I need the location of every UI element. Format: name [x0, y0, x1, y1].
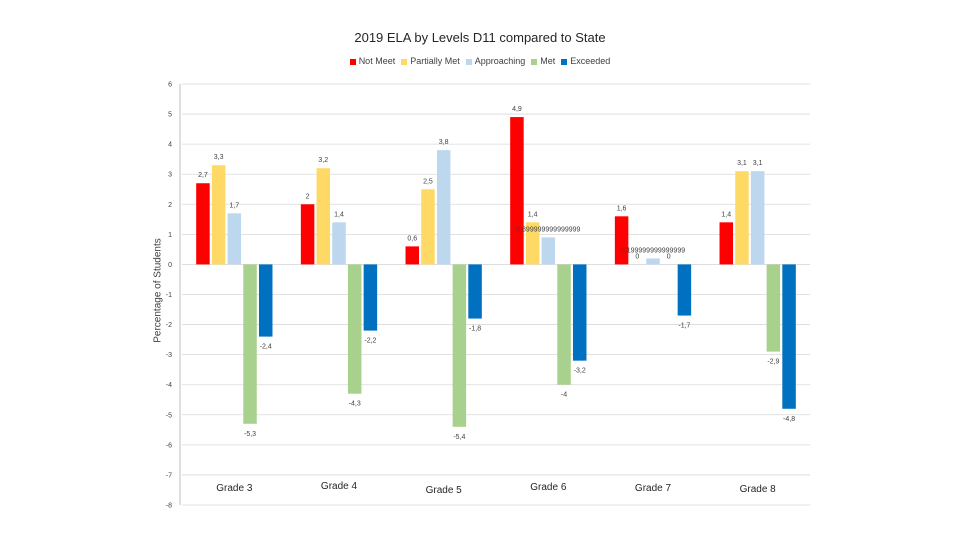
bar-not-meet — [405, 246, 420, 265]
y-tick-label: 1 — [168, 232, 172, 239]
bar-approaching — [227, 213, 242, 265]
y-tick-label: 6 — [168, 82, 172, 89]
data-label: 3,8 — [439, 139, 449, 146]
legend-label: Not Meet — [358, 56, 396, 66]
category-label: Grade 6 — [530, 482, 567, 493]
legend-label: Partially Met — [410, 56, 460, 66]
bar-not-meet — [300, 204, 315, 265]
data-label: 1,4 — [721, 211, 731, 218]
data-label: 0,899999999999999 — [516, 226, 580, 233]
y-tick-label: 5 — [168, 112, 172, 119]
y-tick-label: -8 — [166, 503, 172, 510]
y-tick-label: -3 — [166, 352, 172, 359]
bar-exceeded — [572, 264, 587, 361]
legend-label: Exceeded — [570, 56, 611, 66]
bar-partially-met — [211, 165, 226, 265]
bar-not-meet — [510, 117, 524, 265]
category-label: Grade 4 — [321, 481, 358, 492]
legend-item: Partially Met — [401, 56, 460, 66]
category-label: Grade 8 — [740, 484, 777, 495]
data-label: 2,5 — [423, 178, 433, 185]
y-tick-label: 2 — [168, 202, 172, 209]
legend-item: Approaching — [465, 56, 526, 66]
legend: Not Meet Partially Met Approaching Met Excee… — [0, 56, 960, 66]
data-label: 3,1 — [737, 160, 747, 167]
data-label: -5,3 — [244, 431, 256, 438]
bar-met — [557, 264, 571, 385]
category-label: Grade 5 — [426, 485, 463, 496]
data-label: 0,6 — [407, 235, 417, 242]
legend-swatch — [465, 58, 472, 65]
bar-exceeded — [363, 264, 378, 331]
data-label: 2 — [306, 193, 310, 200]
legend-item: Exceeded — [561, 56, 610, 66]
y-tick-label: -6 — [166, 442, 172, 449]
bar-exceeded — [258, 264, 273, 337]
bar-partially-met — [421, 189, 435, 265]
data-label: -2,4 — [260, 344, 272, 351]
data-label: 4,9 — [512, 106, 522, 113]
y-tick-label: 0 — [168, 262, 172, 269]
data-label: 0,199999999999999 — [621, 247, 685, 254]
legend-label: Approaching — [474, 56, 526, 66]
bar-exceeded — [782, 264, 796, 409]
data-label: 0 — [635, 253, 639, 260]
bar-met — [243, 264, 257, 424]
bar-approaching — [436, 150, 451, 265]
bar-partially-met — [316, 168, 331, 265]
data-label: -5,4 — [453, 434, 465, 441]
bar-met — [347, 264, 362, 394]
data-label: 3,3 — [214, 154, 224, 161]
data-label: -4 — [561, 392, 567, 399]
data-label: 1,6 — [617, 205, 627, 212]
legend-swatch — [401, 58, 408, 65]
data-label: -2,2 — [364, 338, 376, 345]
data-label: 1,4 — [528, 211, 538, 218]
legend-swatch — [531, 58, 538, 65]
data-label: -4,8 — [783, 416, 795, 423]
legend-item: Met — [531, 56, 555, 66]
category-label: Grade 7 — [635, 483, 672, 494]
y-tick-label: 4 — [168, 142, 172, 149]
bar-met — [452, 264, 467, 427]
bar-met — [766, 264, 781, 352]
bar-exceeded — [677, 264, 692, 316]
y-tick-label: -7 — [166, 472, 172, 479]
bar-approaching — [541, 237, 556, 265]
legend-swatch — [349, 58, 356, 65]
bar-partially-met — [525, 222, 540, 265]
data-label: 1,4 — [334, 211, 344, 218]
bar-approaching — [646, 258, 660, 265]
y-tick-label: 3 — [168, 172, 172, 179]
data-label: 2,7 — [198, 172, 208, 179]
legend-label: Met — [540, 56, 556, 66]
category-label: Grade 3 — [216, 483, 253, 494]
chart-title: 2019 ELA by Levels D11 compared to State — [354, 30, 606, 45]
bar-partially-met — [735, 171, 749, 265]
bar-exceeded — [468, 264, 482, 319]
data-label: -2,9 — [767, 359, 779, 366]
data-label: -1,7 — [678, 323, 690, 330]
legend-swatch — [561, 58, 568, 65]
data-label: -1,8 — [469, 326, 481, 333]
data-label: 3,2 — [318, 157, 328, 164]
data-label: 0 — [667, 253, 671, 260]
y-tick-label: -1 — [166, 292, 172, 299]
data-label: 3,1 — [753, 160, 763, 167]
bar-approaching — [750, 171, 765, 265]
legend-item: Not Meet — [349, 56, 396, 66]
y-tick-label: -5 — [166, 412, 172, 419]
bar-not-meet — [614, 216, 629, 265]
bar-not-meet — [719, 222, 734, 265]
data-label: -3,2 — [574, 368, 586, 375]
bar-not-meet — [196, 183, 210, 265]
y-tick-label: -2 — [166, 322, 172, 329]
bar-approaching — [332, 222, 346, 265]
data-label: 1,7 — [229, 202, 239, 209]
data-label: -4,3 — [349, 401, 361, 408]
y-tick-label: -4 — [166, 382, 172, 389]
